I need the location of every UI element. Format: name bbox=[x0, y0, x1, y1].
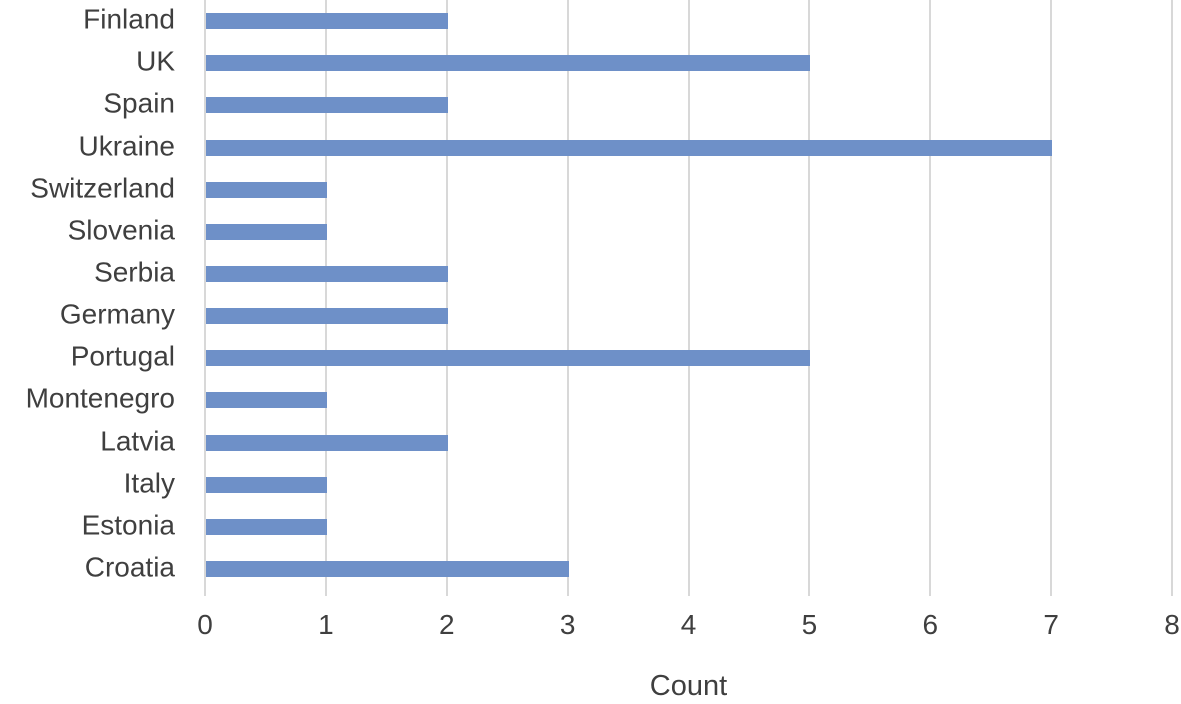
category-label-latvia: Latvia bbox=[100, 424, 175, 456]
bar-latvia bbox=[206, 434, 448, 451]
bar-slovenia bbox=[206, 223, 327, 240]
gridline-x-0 bbox=[204, 0, 206, 596]
category-label-croatia: Croatia bbox=[84, 551, 175, 583]
bar-germany bbox=[206, 308, 448, 325]
x-tick-label-5: 5 bbox=[801, 609, 818, 640]
bar-switzerland bbox=[206, 181, 327, 198]
category-label-montenegro: Montenegro bbox=[25, 382, 175, 414]
category-label-finland: Finland bbox=[83, 3, 175, 35]
category-label-germany: Germany bbox=[59, 298, 175, 330]
bar-italy bbox=[206, 476, 327, 493]
bar-uk bbox=[206, 55, 811, 72]
gridline-x-6 bbox=[929, 0, 932, 596]
bar-estonia bbox=[206, 518, 327, 535]
gridline-x-4 bbox=[687, 0, 690, 596]
category-label-switzerland: Switzerland bbox=[30, 172, 175, 204]
category-label-spain: Spain bbox=[103, 87, 175, 119]
x-tick-label-6: 6 bbox=[922, 609, 939, 640]
x-tick-label-1: 1 bbox=[318, 609, 334, 640]
category-label-serbia: Serbia bbox=[94, 256, 175, 288]
category-label-ukraine: Ukraine bbox=[78, 129, 175, 161]
x-tick-label-8: 8 bbox=[1164, 609, 1180, 640]
bar-portugal bbox=[206, 350, 811, 367]
bar-finland bbox=[206, 13, 448, 30]
x-tick-label-7: 7 bbox=[1043, 609, 1059, 640]
gridline-x-5 bbox=[808, 0, 811, 596]
x-tick-label-2: 2 bbox=[438, 609, 455, 640]
x-axis-title: Count bbox=[649, 670, 728, 702]
category-label-slovenia: Slovenia bbox=[67, 214, 175, 246]
category-label-estonia: Estonia bbox=[81, 509, 175, 541]
gridline-x-7 bbox=[1050, 0, 1053, 596]
x-tick-label-0: 0 bbox=[197, 609, 213, 640]
bar-ukraine bbox=[206, 139, 1053, 156]
bar-serbia bbox=[206, 265, 448, 282]
x-tick-label-3: 3 bbox=[559, 609, 576, 640]
gridline-x-1 bbox=[324, 0, 327, 596]
bar-montenegro bbox=[206, 392, 327, 409]
category-label-italy: Italy bbox=[123, 467, 175, 499]
bar-spain bbox=[206, 97, 448, 114]
category-label-uk: UK bbox=[136, 45, 175, 77]
x-tick-label-4: 4 bbox=[680, 609, 697, 640]
gridline-x-8 bbox=[1171, 0, 1173, 596]
category-label-portugal: Portugal bbox=[70, 340, 175, 372]
bar-croatia bbox=[206, 560, 569, 577]
gridline-x-2 bbox=[445, 0, 448, 596]
gridline-x-3 bbox=[566, 0, 569, 596]
